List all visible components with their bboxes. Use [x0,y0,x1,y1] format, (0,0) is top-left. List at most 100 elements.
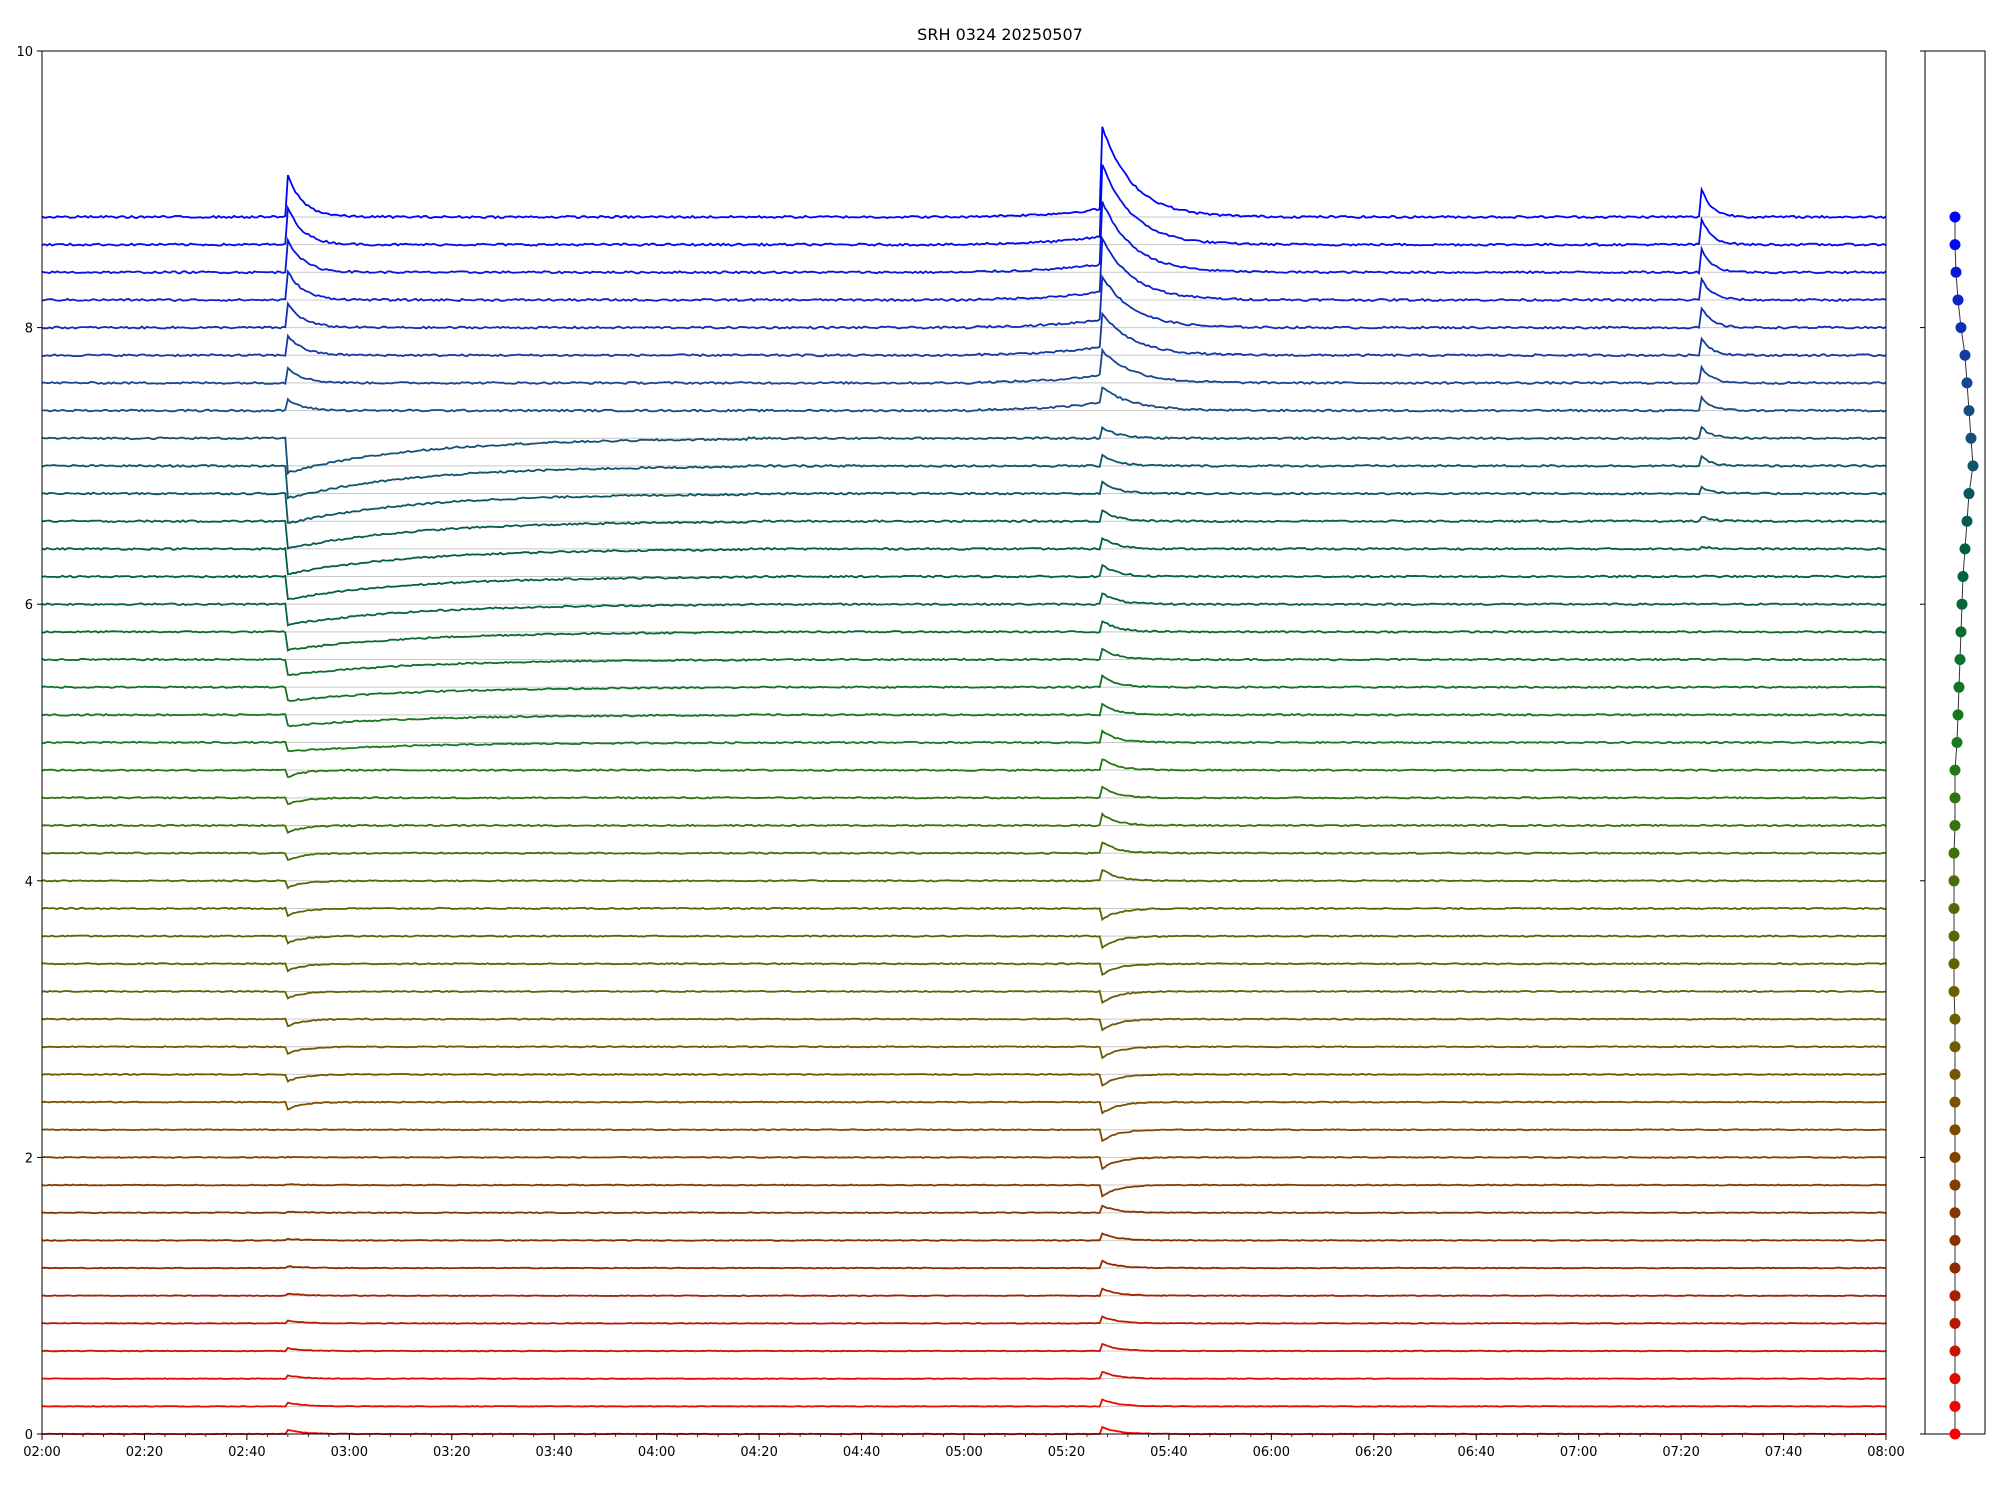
side-point-30 [1956,598,1968,610]
series-line-1 [41,1398,1887,1408]
series-line-22 [41,811,1887,834]
series-line-18 [41,934,1887,950]
side-point-6 [1949,1262,1961,1274]
y-axis: 0 2 4 6 8 10 [16,45,1925,1443]
series-line-4 [41,1315,1887,1325]
x-tick-label-6: 04:00 [638,1445,675,1460]
x-tick-label-8: 04:40 [843,1445,880,1460]
series-line-11 [41,1128,1887,1143]
series-line-44 [41,126,1887,220]
series-line-8 [41,1204,1887,1215]
side-point-15 [1949,1013,1961,1025]
side-point-3 [1949,1345,1961,1357]
series-line-2 [42,1370,1887,1380]
x-tick-label-7: 04:20 [740,1445,777,1460]
side-point-35 [1967,460,1979,472]
series-line-23 [41,785,1887,806]
side-point-20 [1948,875,1960,887]
series-line-26 [41,702,1887,728]
y-tick-label-1: 2 [25,1151,33,1166]
x-tick-label-17: 07:40 [1765,1445,1802,1460]
side-point-1 [1949,1400,1961,1412]
spectral-series [41,126,1887,1436]
side-point-44 [1949,211,1961,223]
series-line-19 [41,906,1887,922]
series-line-29 [41,620,1887,652]
side-point-25 [1951,737,1963,748]
series-line-9 [41,1183,1887,1198]
series-line-36 [41,425,1887,476]
series-line-15 [41,1017,1887,1032]
series-line-34 [41,480,1887,524]
y-tick-label-4: 8 [25,322,33,337]
x-tick-label-4: 03:20 [433,1445,470,1460]
x-tick-label-14: 06:40 [1457,1445,1494,1460]
side-point-37 [1963,405,1975,417]
series-line-7 [41,1232,1887,1242]
series-line-3 [41,1342,1887,1353]
side-point-21 [1948,847,1960,859]
series-line-41 [41,235,1887,303]
x-tick-label-18: 08:00 [1867,1445,1904,1460]
side-point-12 [1949,1096,1961,1108]
x-tick-label-0: 02:00 [23,1445,60,1460]
series-line-24 [41,758,1887,778]
side-point-32 [1959,543,1971,555]
series-line-16 [41,989,1887,1005]
series-line-21 [41,841,1887,861]
series-line-43 [41,164,1887,247]
series-line-31 [41,563,1887,601]
side-point-0 [1949,1428,1961,1440]
series-line-10 [41,1155,1887,1171]
series-line-32 [41,536,1887,576]
series-line-6 [41,1259,1887,1270]
series-line-33 [42,509,1887,550]
series-line-5 [41,1287,1887,1298]
side-point-16 [1948,985,1960,997]
side-point-2 [1949,1373,1961,1385]
side-point-22 [1949,819,1961,831]
series-line-38 [41,347,1887,386]
x-tick-label-12: 06:00 [1253,1445,1290,1460]
x-axis: 02:00 02:20 02:40 03:00 03:20 03:40 04:00 04:20… [23,1434,1905,1460]
x-tick-label-13: 06:20 [1355,1445,1392,1460]
side-point-41 [1952,294,1964,306]
series-line-35 [41,453,1887,500]
series-line-39 [41,311,1887,358]
side-point-4 [1949,1317,1961,1329]
side-point-29 [1955,626,1967,638]
x-tick-label-16: 07:20 [1662,1445,1699,1460]
x-tick-label-3: 03:00 [331,1445,368,1460]
x-tick-label-9: 05:00 [945,1445,982,1460]
side-point-36 [1965,432,1977,444]
side-point-7 [1949,1234,1961,1246]
series-line-30 [41,592,1887,627]
series-line-20 [41,868,1887,890]
side-point-19 [1948,902,1960,914]
side-point-18 [1948,930,1960,942]
series-line-0 [41,1425,1887,1436]
side-point-43 [1949,239,1961,251]
y-tick-label-5: 10 [16,45,33,60]
side-point-33 [1961,515,1973,527]
side-point-10 [1949,1151,1961,1163]
side-scatter [1948,211,1979,1440]
x-tick-label-11: 05:40 [1150,1445,1187,1460]
x-tick-label-15: 07:00 [1560,1445,1597,1460]
x-tick-label-1: 02:20 [126,1445,163,1460]
series-line-25 [41,729,1887,753]
series-line-28 [41,647,1887,677]
side-point-11 [1949,1124,1961,1136]
series-line-17 [41,962,1887,976]
side-point-40 [1955,322,1967,334]
y-tick-label-2: 4 [25,875,33,890]
side-point-42 [1950,266,1962,278]
side-point-13 [1949,1068,1961,1080]
side-point-8 [1949,1207,1961,1219]
series-line-40 [41,274,1887,330]
side-point-38 [1961,377,1973,389]
y-tick-label-0: 0 [25,1428,33,1443]
chart-title: SRH 0324 20250507 [917,25,1083,44]
side-point-9 [1949,1179,1961,1191]
side-point-28 [1954,654,1966,666]
